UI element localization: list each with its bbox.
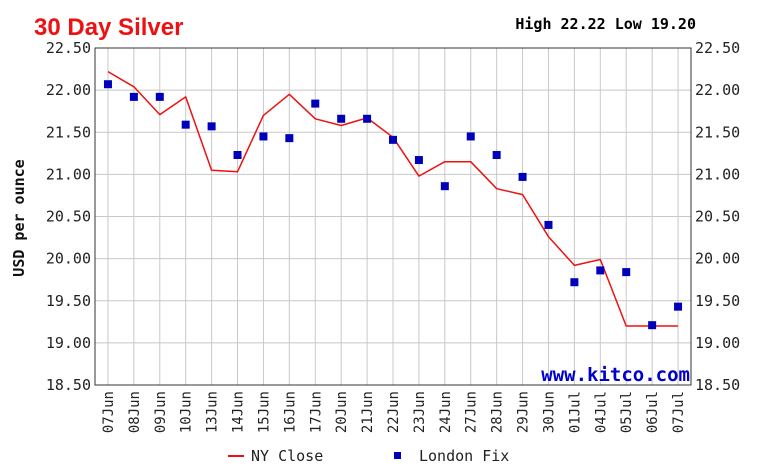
- x-tick-label: 13Jun: [205, 391, 221, 433]
- london-fix-point: [518, 172, 527, 181]
- y-axis-label: USD per ounce: [10, 159, 28, 276]
- x-tick-label: 06Jul: [645, 391, 661, 433]
- x-tick-label: 09Jun: [153, 391, 169, 433]
- y-tick-label-right: 22.00: [695, 81, 740, 99]
- london-fix-point: [311, 99, 320, 108]
- x-tick-label: 10Jun: [179, 391, 195, 433]
- x-tick-label: 17Jun: [308, 391, 324, 433]
- x-tick-label: 29Jun: [516, 391, 532, 433]
- y-tick-label-left: 21.00: [46, 165, 91, 183]
- london-fix-point: [233, 150, 242, 159]
- y-tick-label-left: 18.50: [46, 376, 91, 394]
- london-fix-series: [103, 80, 683, 330]
- x-tick-label: 16Jun: [282, 391, 298, 433]
- london-fix-point: [570, 278, 579, 287]
- y-tick-label-left: 22.00: [46, 81, 91, 99]
- legend-london-fix-swatch: [394, 452, 401, 459]
- y-axis-left: 22.50 22.00 21.50 21.00 20.50 20.00 19.50 19.00…: [46, 39, 91, 394]
- x-tick-label: 28Jun: [490, 391, 506, 433]
- y-tick-label-left: 22.50: [46, 39, 91, 57]
- london-fix-point: [363, 114, 372, 123]
- london-fix-point: [285, 134, 294, 143]
- y-tick-label-left: 20.00: [46, 250, 91, 268]
- london-fix-point: [440, 182, 449, 191]
- london-fix-point: [622, 268, 631, 277]
- london-fix-point: [648, 321, 657, 330]
- high-low-readout: High 22.22 Low 19.20: [515, 15, 696, 33]
- london-fix-point: [544, 220, 553, 229]
- x-tick-label: 21Jun: [360, 391, 376, 433]
- x-tick-label: 23Jun: [412, 391, 428, 433]
- x-tick-label: 08Jun: [127, 391, 143, 433]
- london-fix-point: [596, 266, 605, 275]
- london-fix-point: [414, 156, 423, 165]
- london-fix-point: [155, 92, 164, 101]
- plot-border: [94, 47, 692, 386]
- kitco-watermark: www.kitco.com: [541, 364, 690, 386]
- x-tick-label: 15Jun: [256, 391, 272, 433]
- x-tick-label: 04Jul: [593, 391, 609, 433]
- x-tick-label: 05Jul: [619, 391, 635, 433]
- x-tick-label: 24Jun: [438, 391, 454, 433]
- y-tick-label-right: 21.00: [695, 165, 740, 183]
- x-tick-label: 07Jun: [101, 391, 117, 433]
- y-tick-label-right: 19.50: [695, 292, 740, 310]
- x-tick-label: 01Jul: [567, 391, 583, 433]
- y-tick-label-right: 20.00: [695, 250, 740, 268]
- london-fix-point: [389, 135, 397, 144]
- legend-london-fix-label: London Fix: [419, 447, 509, 465]
- london-fix-point: [129, 92, 138, 101]
- plot-frame: [94, 47, 692, 386]
- y-tick-label-left: 21.50: [46, 123, 91, 141]
- y-tick-label-right: 21.50: [695, 123, 740, 141]
- london-fix-point: [181, 120, 190, 129]
- chart-legend: NY Close London Fix: [228, 447, 509, 465]
- london-fix-point: [674, 302, 683, 311]
- y-tick-label-left: 19.00: [46, 334, 91, 352]
- y-tick-label-right: 22.50: [695, 39, 740, 57]
- x-tick-label: 14Jun: [231, 391, 247, 433]
- london-fix-point: [337, 114, 346, 123]
- x-tick-label: 22Jun: [386, 391, 402, 433]
- legend-ny-close-label: NY Close: [251, 447, 323, 465]
- london-fix-point: [466, 132, 475, 141]
- london-fix-point: [103, 80, 112, 89]
- london-fix-point: [207, 122, 216, 131]
- x-tick-label: 27Jun: [464, 391, 480, 433]
- y-tick-label-left: 20.50: [46, 208, 91, 226]
- y-tick-label-right: 19.00: [695, 334, 740, 352]
- london-fix-point: [259, 132, 268, 141]
- x-tick-label: 30Jun: [541, 391, 557, 433]
- x-tick-label: 20Jun: [334, 391, 350, 433]
- y-tick-label-right: 18.50: [695, 376, 740, 394]
- y-axis-right: 22.50 22.00 21.50 21.00 20.50 20.00 19.50 19.00…: [695, 39, 740, 394]
- y-tick-label-left: 19.50: [46, 292, 91, 310]
- chart-title: 30 Day Silver: [34, 14, 183, 41]
- y-tick-label-right: 20.50: [695, 208, 740, 226]
- x-axis: 07Jun 08Jun 09Jun 10Jun 13Jun 14Jun 15Jun 16Jun…: [101, 391, 687, 433]
- x-tick-label: 07Jul: [671, 391, 687, 433]
- london-fix-point: [492, 150, 501, 159]
